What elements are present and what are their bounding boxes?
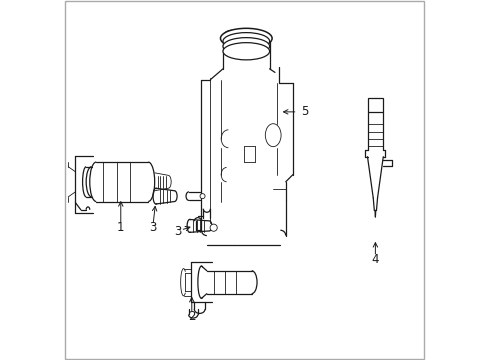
Text: 3: 3 <box>149 221 157 234</box>
FancyBboxPatch shape <box>367 98 383 112</box>
Text: 5: 5 <box>301 105 308 118</box>
Ellipse shape <box>265 124 281 147</box>
Circle shape <box>200 194 204 199</box>
Text: 3: 3 <box>173 225 181 238</box>
Ellipse shape <box>220 28 271 48</box>
Ellipse shape <box>223 38 269 55</box>
Text: 1: 1 <box>117 221 124 234</box>
Text: 4: 4 <box>371 253 378 266</box>
Ellipse shape <box>223 42 269 60</box>
Text: 2: 2 <box>188 310 195 323</box>
Ellipse shape <box>223 33 269 50</box>
Circle shape <box>210 224 217 231</box>
